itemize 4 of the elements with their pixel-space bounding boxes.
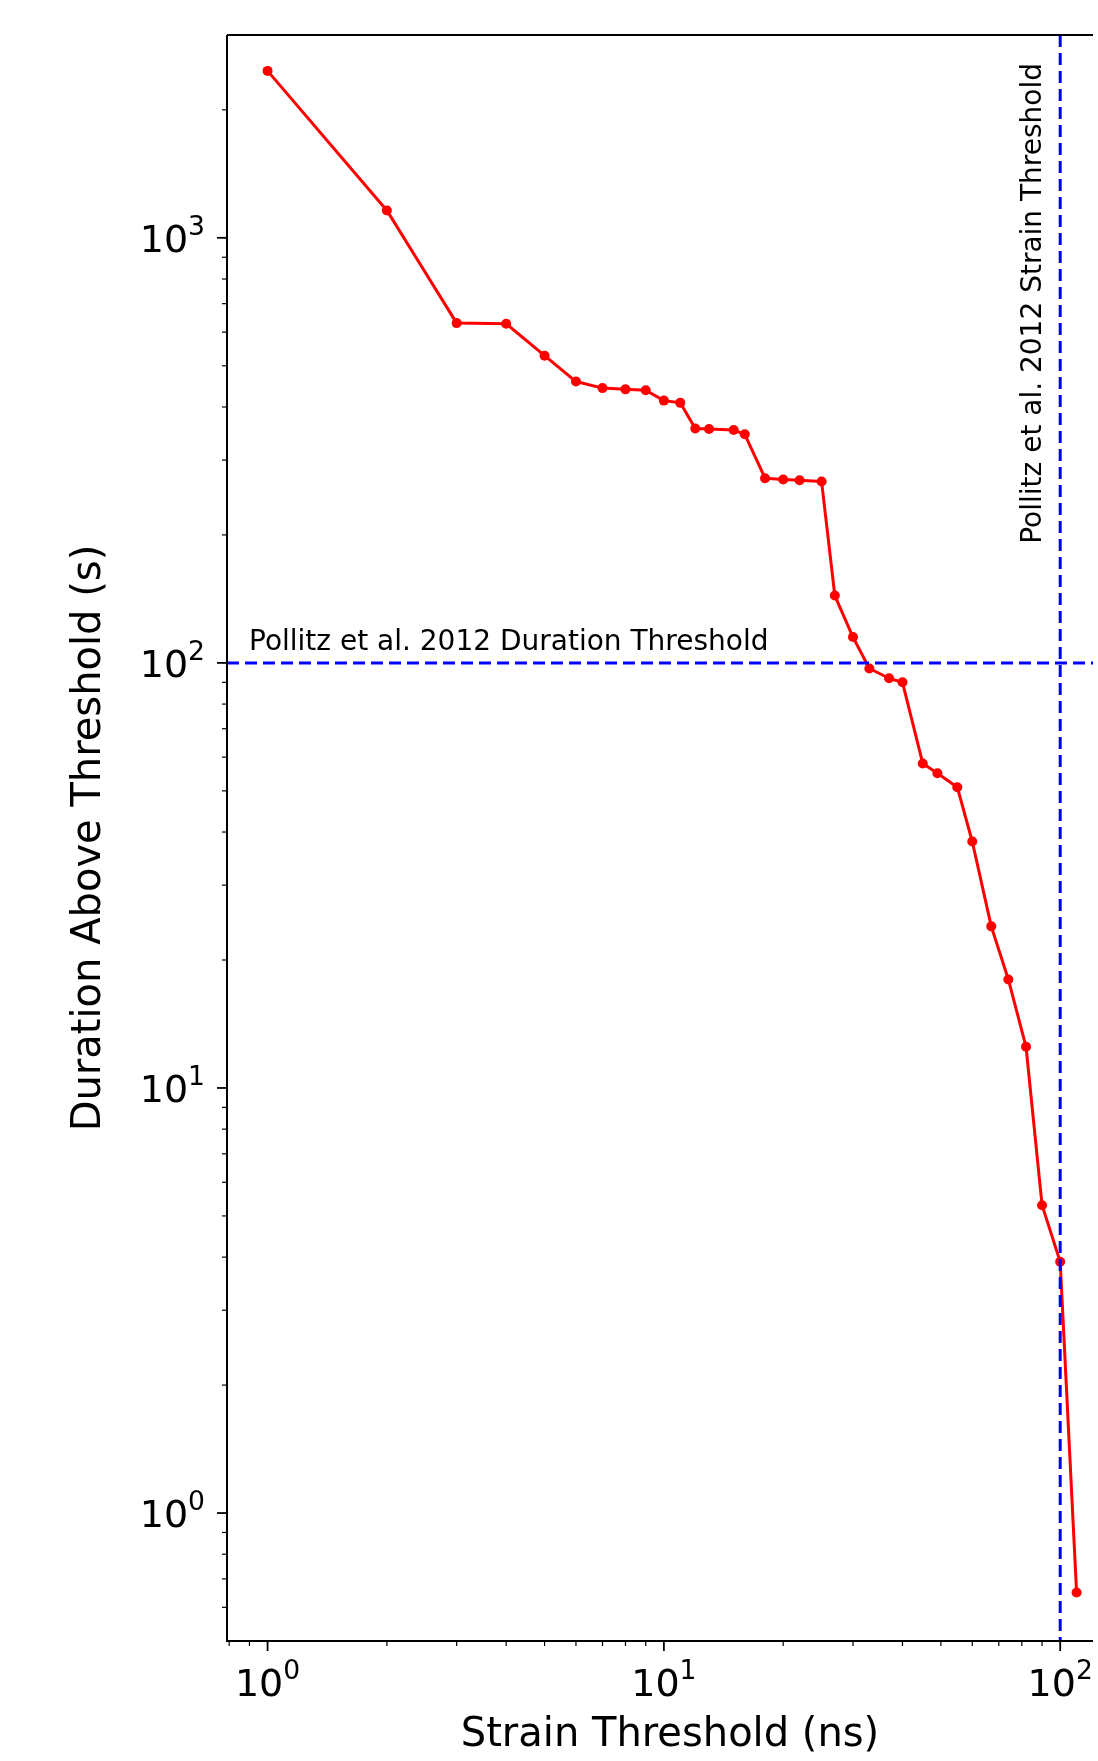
x-axis-title: Strain Threshold (ns) [460, 1709, 880, 1756]
y-axis-title: Duration Above Threshold (s) [63, 544, 110, 1132]
ref-line-label: Pollitz et al. 2012 Duration Threshold [249, 624, 769, 658]
ref-line-label: Pollitz et al. 2012 Strain Threshold [1015, 63, 1049, 544]
